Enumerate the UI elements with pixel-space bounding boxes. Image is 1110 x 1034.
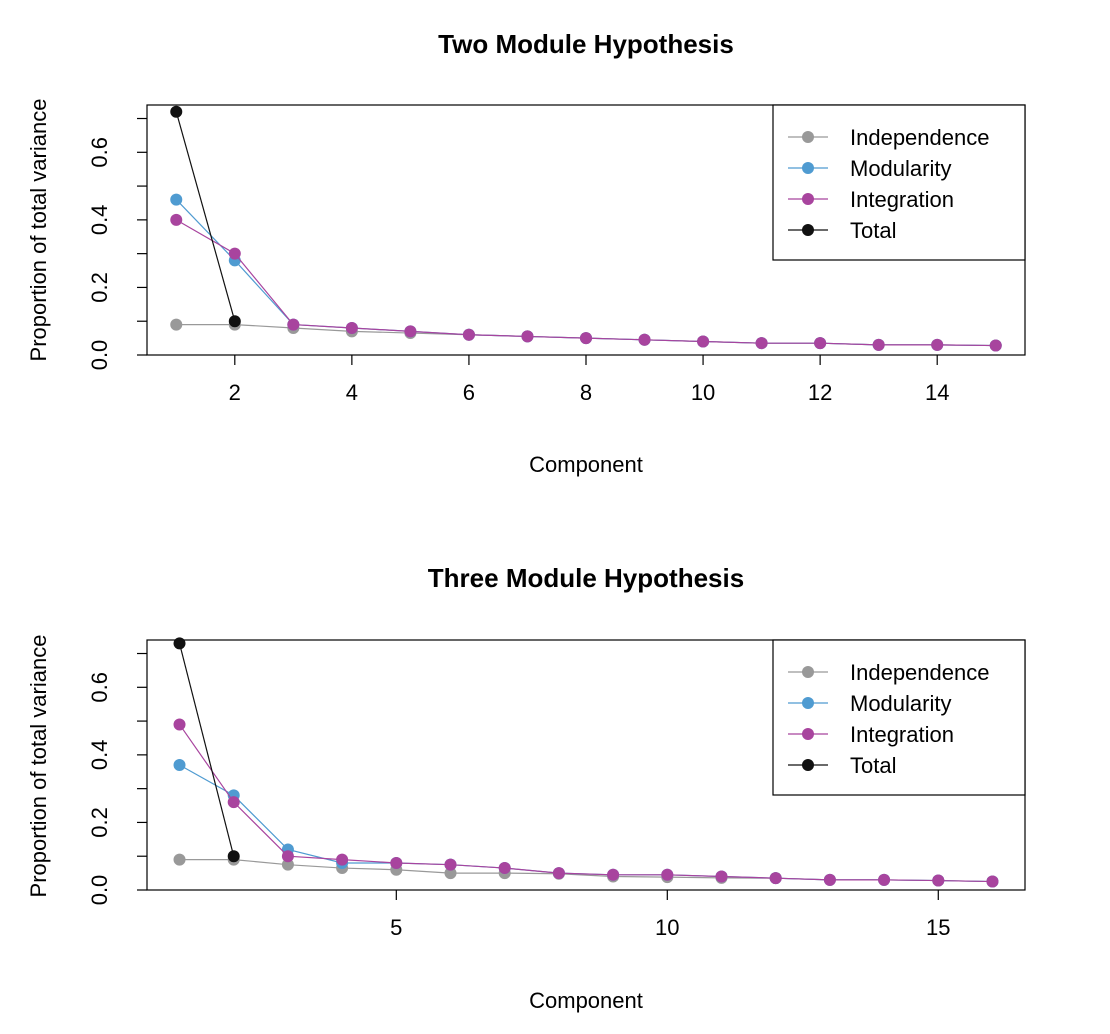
- data-point-integration: [814, 337, 827, 350]
- x-tick-label: 10: [691, 380, 715, 405]
- legend-entry-label: Modularity: [850, 691, 951, 716]
- y-tick-label: 0.2: [87, 272, 112, 303]
- data-point-independence: [281, 858, 294, 871]
- data-point-integration: [552, 867, 565, 880]
- data-point-integration: [521, 330, 534, 343]
- legend-entry-label: Independence: [850, 660, 989, 685]
- legend-entry-label: Total: [850, 753, 896, 778]
- data-point-integration: [986, 875, 999, 888]
- data-point-integration: [281, 850, 294, 863]
- legend-swatch-point: [802, 728, 814, 740]
- chart-panel-two-module: Two Module Hypothesis Proportion of tota…: [26, 29, 1026, 477]
- x-tick-label: 5: [390, 915, 402, 940]
- data-point-total: [170, 105, 183, 118]
- data-point-integration: [462, 328, 475, 341]
- x-tick-label: 15: [926, 915, 950, 940]
- data-point-integration: [755, 337, 768, 350]
- legend-entry-label: Independence: [850, 125, 989, 150]
- data-point-integration: [878, 873, 891, 886]
- x-tick-label: 14: [925, 380, 949, 405]
- legend-box: [772, 104, 1026, 261]
- series-line-total: [175, 111, 236, 322]
- data-point-integration: [823, 873, 836, 886]
- x-tick-label: 10: [655, 915, 679, 940]
- chart-title: Three Module Hypothesis: [428, 563, 744, 593]
- legend-swatch-point: [802, 759, 814, 771]
- data-point-total: [228, 315, 241, 328]
- data-point-total: [227, 850, 240, 863]
- data-point-integration: [580, 332, 592, 345]
- y-tick-label: 0.4: [87, 740, 112, 771]
- x-tick-label: 12: [808, 380, 832, 405]
- data-point-integration: [769, 872, 782, 885]
- data-point-integration: [607, 868, 620, 881]
- data-point-modularity: [170, 193, 183, 206]
- data-point-integration: [697, 335, 710, 348]
- series-line-integration: [179, 724, 993, 883]
- data-point-total: [173, 637, 186, 650]
- data-point-modularity: [173, 759, 186, 771]
- data-point-integration: [872, 338, 885, 351]
- data-point-integration: [170, 213, 183, 226]
- data-point-integration: [638, 333, 651, 346]
- legend-swatch-point: [802, 162, 814, 174]
- data-point-independence: [444, 867, 457, 880]
- legend-swatch-point: [802, 224, 814, 236]
- legend-swatch-point: [802, 131, 814, 143]
- data-point-integration: [227, 796, 240, 809]
- x-axis-label: Component: [529, 452, 643, 477]
- legend-entry-label: Integration: [850, 187, 954, 212]
- data-point-integration: [173, 718, 186, 731]
- data-point-integration: [932, 874, 945, 887]
- data-point-integration: [498, 862, 511, 875]
- y-axis-label: Proportion of total variance: [26, 635, 51, 898]
- legend-entry-label: Total: [850, 218, 896, 243]
- series-line-total: [178, 643, 235, 857]
- data-point-integration: [989, 339, 1002, 352]
- data-point-independence: [170, 318, 183, 331]
- plot-area: 5 10 150.00.20.40.6 IndependenceModularityI…: [87, 637, 1026, 940]
- y-tick-label: 0.6: [87, 672, 112, 703]
- legend: Independence Modularity Integration Total: [772, 639, 1026, 796]
- series-line-independence: [179, 858, 993, 883]
- y-tick-label: 0.0: [87, 875, 112, 906]
- data-point-integration: [228, 247, 241, 260]
- legend-swatch-point: [802, 666, 814, 678]
- x-tick-label: 4: [346, 380, 358, 405]
- x-axis-label: Component: [529, 988, 643, 1013]
- data-point-integration: [444, 858, 457, 871]
- legend-box: [772, 639, 1026, 796]
- data-point-integration: [931, 338, 944, 351]
- y-tick-label: 0.6: [87, 137, 112, 168]
- x-tick-label: 2: [229, 380, 241, 405]
- data-point-integration: [715, 870, 728, 883]
- data-point-integration: [287, 318, 300, 331]
- plot-area: 2 4 6 8 10 12 14 0.0 0.2 0.4 0.6 Independence Modula…: [87, 104, 1026, 405]
- legend-entry-label: Integration: [850, 722, 954, 747]
- data-point-integration: [661, 868, 674, 881]
- chart-title: Two Module Hypothesis: [438, 29, 734, 59]
- data-point-integration: [404, 325, 417, 338]
- y-tick-label: 0.4: [87, 205, 112, 236]
- data-point-integration: [336, 853, 349, 866]
- data-point-independence: [173, 853, 186, 866]
- legend-entry-label: Modularity: [850, 156, 951, 181]
- y-tick-label: 0.2: [87, 807, 112, 838]
- y-axis-label: Proportion of total variance: [26, 99, 51, 362]
- legend-swatch-point: [802, 697, 814, 709]
- x-tick-label: 8: [580, 380, 592, 405]
- chart-panel-three-module: Three Module Hypothesis Proportion of to…: [26, 563, 1026, 1013]
- legend: Independence Modularity Integration Total: [772, 104, 1026, 261]
- legend-swatch-point: [802, 193, 814, 205]
- y-tick-label: 0.0: [87, 340, 112, 371]
- data-point-integration: [390, 856, 403, 869]
- data-point-integration: [345, 321, 358, 334]
- x-tick-label: 6: [463, 380, 475, 405]
